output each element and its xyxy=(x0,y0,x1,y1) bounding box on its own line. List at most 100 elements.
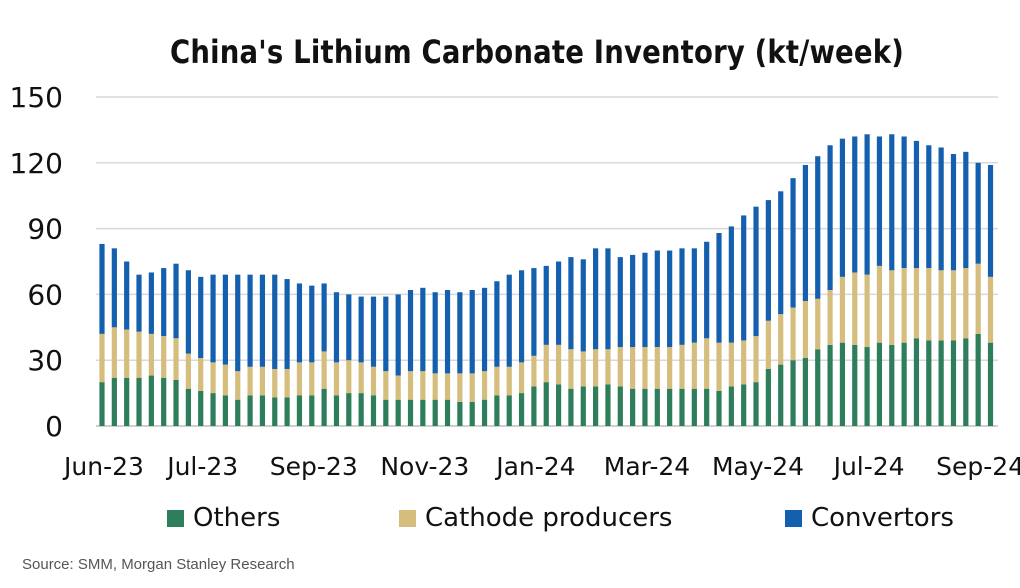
bar-convertors-56 xyxy=(790,178,796,308)
bar-others-44 xyxy=(642,388,648,426)
y-tick-label-0: 0 xyxy=(45,410,63,443)
bar-others-54 xyxy=(765,368,771,426)
bar-others-30 xyxy=(469,401,475,426)
bar-others-50 xyxy=(716,390,722,426)
bar-others-14 xyxy=(272,397,278,426)
bar-others-61 xyxy=(852,344,858,426)
bar-others-66 xyxy=(913,338,920,426)
bar-cathode-producers-25 xyxy=(407,371,414,400)
bar-others-19 xyxy=(333,395,340,426)
bar-cathode-producers-55 xyxy=(778,314,784,365)
bar-others-7 xyxy=(185,388,191,426)
bar-convertors-3 xyxy=(136,274,142,332)
bar-convertors-55 xyxy=(778,191,784,315)
bar-cathode-producers-26 xyxy=(420,371,426,400)
bar-others-62 xyxy=(864,347,870,426)
bar-cathode-producers-63 xyxy=(876,265,883,343)
bar-others-28 xyxy=(444,399,451,426)
bar-cathode-producers-34 xyxy=(518,362,525,394)
bar-others-48 xyxy=(691,388,697,426)
bar-convertors-28 xyxy=(444,290,451,374)
bar-cathode-producers-67 xyxy=(926,268,932,341)
bar-convertors-16 xyxy=(296,283,303,363)
bar-others-17 xyxy=(309,395,315,426)
bar-cathode-producers-72 xyxy=(987,276,994,343)
bar-convertors-43 xyxy=(630,254,636,348)
chart-plot-area: 0 30 60 90 120 150 Jun-23 Jul-23 Sep-23 Nov-23 Ja… xyxy=(10,81,1020,481)
bar-convertors-58 xyxy=(815,156,821,299)
bar-convertors-27 xyxy=(432,292,438,374)
bar-cathode-producers-28 xyxy=(444,373,451,400)
y-axis-ticks: 0 30 60 90 120 150 xyxy=(10,81,63,443)
bar-cathode-producers-51 xyxy=(728,342,734,387)
bar-convertors-25 xyxy=(407,290,414,372)
bar-others-38 xyxy=(568,388,574,426)
bar-others-15 xyxy=(284,397,290,426)
bar-cathode-producers-53 xyxy=(753,336,759,383)
bar-others-5 xyxy=(161,377,167,426)
bar-convertors-39 xyxy=(580,259,586,352)
bar-cathode-producers-30 xyxy=(469,373,475,402)
bar-convertors-20 xyxy=(346,294,352,361)
bar-cathode-producers-11 xyxy=(235,371,241,400)
bar-cathode-producers-71 xyxy=(975,263,981,334)
bar-cathode-producers-20 xyxy=(346,360,352,394)
bar-cathode-producers-22 xyxy=(370,366,377,396)
bar-convertors-66 xyxy=(913,140,920,269)
bar-cathode-producers-27 xyxy=(432,373,438,400)
legend-swatch-cathode-producers xyxy=(399,509,416,527)
bar-cathode-producers-58 xyxy=(815,298,821,350)
bar-others-56 xyxy=(790,360,796,426)
bar-cathode-producers-54 xyxy=(765,320,771,369)
bar-others-63 xyxy=(876,342,883,426)
bar-convertors-37 xyxy=(555,261,562,345)
legend-label-others: Others xyxy=(193,503,281,533)
bar-others-59 xyxy=(827,344,833,426)
bar-others-52 xyxy=(741,384,747,426)
bar-others-26 xyxy=(420,399,426,426)
bar-others-20 xyxy=(346,393,352,426)
bar-cathode-producers-64 xyxy=(889,270,895,345)
bar-convertors-46 xyxy=(667,250,673,348)
x-tick-label-jun-23: Jun-23 xyxy=(62,452,144,481)
bar-cathode-producers-17 xyxy=(309,362,315,396)
y-tick-label-60: 60 xyxy=(27,278,63,311)
bar-cathode-producers-37 xyxy=(555,344,562,385)
bar-others-11 xyxy=(235,399,241,426)
bar-others-57 xyxy=(802,358,808,426)
bar-others-31 xyxy=(481,399,488,426)
bar-others-47 xyxy=(679,388,685,426)
bar-cathode-producers-29 xyxy=(457,373,463,402)
bar-cathode-producers-6 xyxy=(173,338,179,380)
bar-others-41 xyxy=(605,384,611,426)
bar-cathode-producers-56 xyxy=(790,307,796,361)
bar-convertors-69 xyxy=(950,154,957,271)
bar-convertors-47 xyxy=(679,248,685,345)
bar-cathode-producers-16 xyxy=(296,362,303,396)
bar-convertors-24 xyxy=(395,294,401,376)
x-tick-label-sep-23: Sep-23 xyxy=(270,452,358,481)
bar-convertors-12 xyxy=(247,274,253,367)
bar-convertors-67 xyxy=(926,145,932,269)
bar-convertors-45 xyxy=(654,250,660,348)
bar-cathode-producers-49 xyxy=(704,338,710,389)
legend-item-others: Others xyxy=(167,500,280,536)
bars xyxy=(99,134,994,426)
bar-convertors-42 xyxy=(617,257,623,348)
bar-convertors-61 xyxy=(852,136,858,273)
bar-cathode-producers-14 xyxy=(272,368,278,398)
y-tick-label-90: 90 xyxy=(27,213,63,246)
bar-convertors-68 xyxy=(938,147,944,271)
x-tick-label-jul-23: Jul-23 xyxy=(165,452,238,481)
bar-cathode-producers-4 xyxy=(148,333,154,376)
bar-others-0 xyxy=(99,382,105,426)
bar-cathode-producers-44 xyxy=(642,347,648,389)
x-tick-label-nov-23: Nov-23 xyxy=(380,452,469,481)
legend-swatch-others xyxy=(167,509,184,527)
bar-others-1 xyxy=(111,377,117,426)
bar-convertors-26 xyxy=(420,287,426,372)
bar-convertors-52 xyxy=(741,215,747,341)
bar-others-70 xyxy=(963,338,969,426)
x-tick-label-may-24: May-24 xyxy=(712,452,804,481)
legend-swatch-convertors xyxy=(785,509,802,527)
